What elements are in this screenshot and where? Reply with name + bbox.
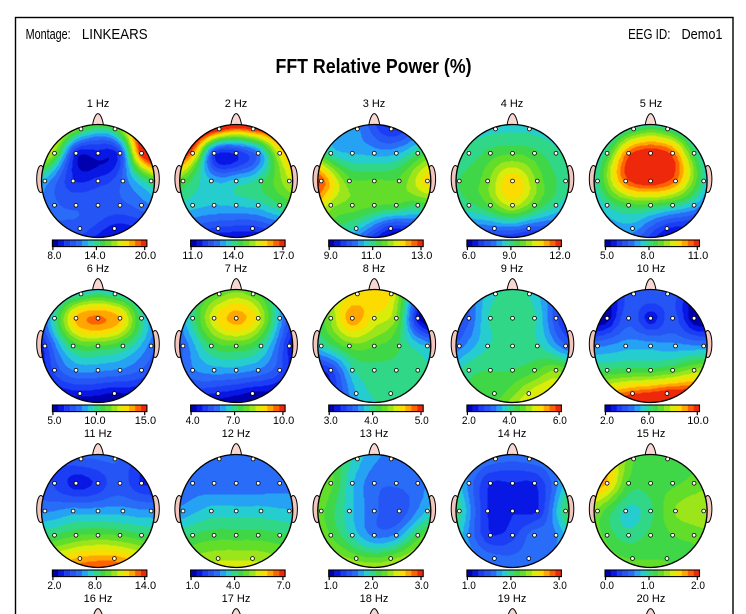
svg-text:7.0: 7.0 [226, 415, 240, 427]
svg-text:2.0: 2.0 [462, 415, 476, 427]
svg-text:9.0: 9.0 [502, 250, 516, 262]
svg-text:6.0: 6.0 [553, 415, 567, 427]
svg-text:6.0: 6.0 [641, 415, 655, 427]
svg-text:3.0: 3.0 [415, 580, 429, 592]
svg-text:4.0: 4.0 [186, 415, 200, 427]
svg-text:Montage:: Montage: [26, 26, 71, 43]
svg-text:15.0: 15.0 [135, 415, 156, 427]
svg-text:8.0: 8.0 [641, 250, 655, 262]
svg-text:5.0: 5.0 [600, 250, 614, 262]
svg-text:20.0: 20.0 [135, 250, 156, 262]
svg-text:5.0: 5.0 [415, 415, 429, 427]
svg-text:2.0: 2.0 [47, 580, 61, 592]
svg-text:20 Hz: 20 Hz [637, 593, 666, 605]
svg-text:8.0: 8.0 [88, 580, 102, 592]
svg-text:4 Hz: 4 Hz [501, 98, 524, 110]
svg-text:14 Hz: 14 Hz [498, 428, 527, 440]
svg-text:11.0: 11.0 [182, 250, 203, 262]
svg-text:12.0: 12.0 [549, 250, 570, 262]
svg-text:6 Hz: 6 Hz [87, 263, 110, 275]
svg-text:4.0: 4.0 [364, 415, 378, 427]
svg-text:1.0: 1.0 [641, 580, 655, 592]
svg-text:14.0: 14.0 [135, 580, 156, 592]
svg-text:FFT Relative Power (%): FFT Relative Power (%) [276, 56, 472, 78]
svg-text:17.0: 17.0 [273, 250, 294, 262]
svg-text:17 Hz: 17 Hz [222, 593, 251, 605]
svg-text:10 Hz: 10 Hz [637, 263, 666, 275]
svg-text:19 Hz: 19 Hz [498, 593, 527, 605]
svg-text:2.0: 2.0 [600, 415, 614, 427]
svg-text:5 Hz: 5 Hz [640, 98, 663, 110]
svg-text:11.0: 11.0 [361, 250, 382, 262]
svg-text:1.0: 1.0 [324, 580, 338, 592]
svg-text:10.0: 10.0 [84, 415, 105, 427]
svg-text:12 Hz: 12 Hz [222, 428, 251, 440]
svg-text:15 Hz: 15 Hz [637, 428, 666, 440]
svg-text:1.0: 1.0 [186, 580, 200, 592]
svg-text:2 Hz: 2 Hz [225, 98, 248, 110]
svg-text:LINKEARS: LINKEARS [82, 26, 148, 43]
svg-text:2.0: 2.0 [364, 580, 378, 592]
svg-text:4.0: 4.0 [226, 580, 240, 592]
svg-text:7.0: 7.0 [277, 580, 291, 592]
svg-text:10.0: 10.0 [273, 415, 294, 427]
svg-text:10.0: 10.0 [687, 415, 708, 427]
svg-text:3.0: 3.0 [553, 580, 567, 592]
svg-text:1.0: 1.0 [462, 580, 476, 592]
svg-text:1 Hz: 1 Hz [87, 98, 110, 110]
svg-text:14.0: 14.0 [84, 250, 105, 262]
svg-text:8.0: 8.0 [47, 250, 61, 262]
svg-text:14.0: 14.0 [222, 250, 243, 262]
svg-text:11 Hz: 11 Hz [84, 428, 112, 440]
svg-text:3 Hz: 3 Hz [363, 98, 386, 110]
svg-text:13.0: 13.0 [411, 250, 432, 262]
svg-text:13 Hz: 13 Hz [360, 428, 389, 440]
svg-text:Demo1: Demo1 [682, 26, 723, 43]
svg-text:2.0: 2.0 [691, 580, 705, 592]
svg-text:6.0: 6.0 [462, 250, 476, 262]
svg-text:11.0: 11.0 [688, 250, 709, 262]
svg-text:EEG ID:: EEG ID: [628, 26, 670, 43]
svg-text:4.0: 4.0 [502, 415, 516, 427]
svg-text:9.0: 9.0 [324, 250, 338, 262]
svg-text:5.0: 5.0 [47, 415, 61, 427]
svg-text:0.0: 0.0 [600, 580, 614, 592]
svg-text:18 Hz: 18 Hz [360, 593, 389, 605]
svg-text:8 Hz: 8 Hz [363, 263, 386, 275]
svg-text:16 Hz: 16 Hz [84, 593, 113, 605]
svg-text:2.0: 2.0 [502, 580, 516, 592]
svg-text:7 Hz: 7 Hz [225, 263, 248, 275]
svg-text:3.0: 3.0 [324, 415, 338, 427]
svg-text:9 Hz: 9 Hz [501, 263, 524, 275]
